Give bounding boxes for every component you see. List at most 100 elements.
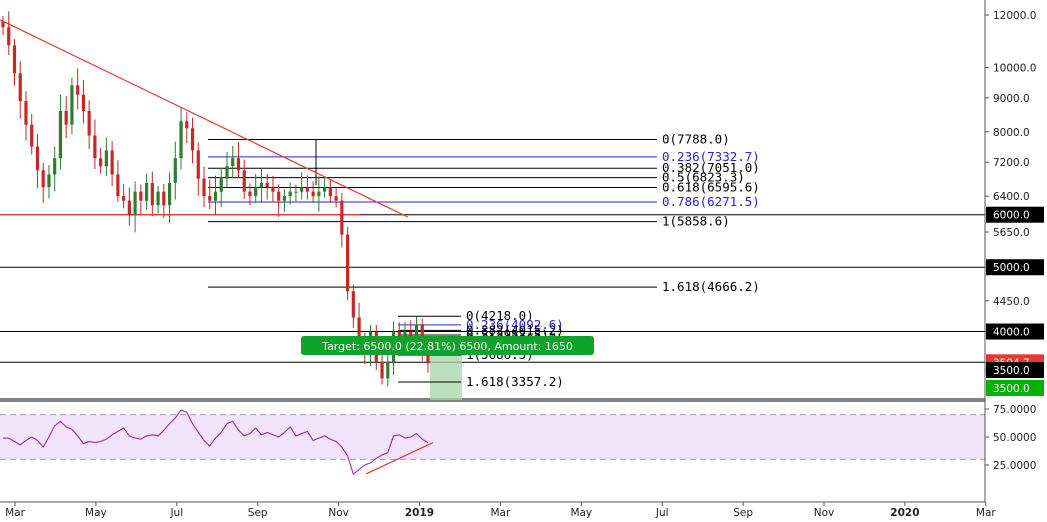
candle-body	[1, 21, 5, 28]
candle-body	[380, 361, 384, 379]
candle-body	[81, 94, 86, 111]
fib-level-label: 0.5(6823.3)	[662, 170, 745, 185]
candle-body	[122, 196, 126, 201]
candle-body	[173, 158, 177, 183]
candle-body	[340, 200, 344, 235]
price-tag-label: 6000.0	[993, 210, 1030, 222]
candle-body	[87, 110, 91, 136]
candle-body	[127, 200, 131, 215]
downtrend-line	[0, 19, 409, 218]
fib-level-label: 1.618(3357.2)	[466, 374, 564, 389]
candle-body	[242, 170, 246, 192]
price-tag	[986, 323, 1044, 340]
time-tick-label: Sep	[733, 507, 753, 519]
candle-body	[271, 187, 275, 192]
rsi-tick-label: 25.0000	[993, 460, 1036, 472]
candle-body	[202, 178, 206, 197]
candle-body	[231, 158, 235, 167]
candle-body	[248, 191, 252, 197]
candle-body	[58, 110, 63, 159]
candle-body	[386, 361, 390, 379]
candle-body	[265, 182, 269, 188]
candle-body	[179, 121, 183, 159]
candle-body	[403, 331, 407, 339]
candle-body	[110, 150, 114, 175]
candle-body	[41, 170, 45, 188]
candle-body	[305, 187, 309, 192]
candle-body	[185, 121, 189, 129]
fib-level-label: 1(5858.6)	[662, 214, 730, 229]
fib-level-label: 0.382(4015.2)	[466, 322, 564, 337]
price-tag-label: 5000.0	[993, 262, 1030, 274]
target-zone	[430, 355, 462, 400]
candle-body	[162, 191, 166, 206]
candle-body	[196, 150, 200, 179]
candle-body	[397, 331, 401, 339]
price-tick-label: 9000.0	[993, 93, 1030, 105]
price-tag	[986, 362, 1044, 378]
candle-body	[190, 128, 195, 151]
candle-body	[99, 158, 103, 167]
fib-level-label: 0(4218.0)	[466, 308, 534, 323]
time-tick-label: Mar	[976, 507, 996, 519]
fib-level-label: 0.382(7051.0)	[662, 160, 760, 175]
time-tick-label: Nov	[328, 507, 349, 519]
time-tick-label: Sep	[248, 507, 268, 519]
price-tag-label: 4000.0	[993, 327, 1030, 339]
candle-body	[254, 187, 258, 197]
candle-body	[116, 174, 120, 197]
candle-body	[294, 191, 298, 193]
candle-body	[219, 178, 223, 192]
price-tick-label: 6400.0	[993, 191, 1030, 203]
time-tick-label: Nov	[814, 507, 835, 519]
candle-body	[208, 196, 212, 201]
target-label-box	[301, 336, 594, 355]
price-tag	[986, 206, 1044, 223]
time-tick-label: Mar	[490, 507, 510, 519]
candle-body	[47, 174, 51, 188]
candle-body	[24, 101, 28, 125]
candle-body	[139, 191, 143, 201]
candle-body	[225, 166, 229, 179]
fib-level-label: 0.236(7332.7)	[662, 149, 760, 164]
fib-level-label: 1.618(4666.2)	[662, 279, 760, 294]
candle-body	[351, 291, 355, 318]
candle-body	[156, 191, 160, 206]
rsi-band	[0, 414, 985, 460]
candle-body	[414, 324, 419, 339]
price-tick-label: 10000.0	[993, 63, 1036, 75]
candle-body	[345, 234, 350, 292]
candle-body	[236, 158, 241, 171]
candle-body	[282, 196, 287, 201]
candle-body	[288, 191, 292, 197]
candle-body	[167, 182, 172, 206]
candle-body	[30, 124, 34, 147]
time-tick-label: Mar	[5, 507, 25, 519]
fib-level-label: 0.618(6595.6)	[662, 179, 760, 194]
price-tick-label: 4450.0	[993, 296, 1030, 308]
price-tag-label: 3500.0	[993, 365, 1030, 377]
rsi-tick-label: 50.0000	[993, 432, 1036, 444]
time-tick-label: May	[570, 507, 592, 519]
candle-body	[18, 73, 22, 102]
price-tag-label: 3500.0	[993, 383, 1030, 395]
candle-body	[64, 110, 68, 125]
time-tick-label: May	[85, 507, 107, 519]
rsi-tick-label: 75.0000	[993, 404, 1036, 416]
candle-body	[7, 27, 11, 46]
candle-body	[277, 191, 281, 201]
candle-body	[213, 191, 218, 201]
price-tick-label: 5650.0	[993, 227, 1030, 239]
rsi-trend-line	[365, 442, 434, 475]
time-tick-label: 2020	[890, 507, 919, 519]
price-tick-label: 12000.0	[993, 10, 1036, 22]
rsi-line	[3, 409, 429, 475]
price-tag	[986, 380, 1044, 396]
candle-body	[70, 85, 74, 125]
candle-body	[144, 182, 149, 201]
price-tick-label: 8000.0	[993, 127, 1030, 139]
time-tick-label: Jul	[169, 507, 183, 519]
candle-body	[150, 182, 154, 206]
